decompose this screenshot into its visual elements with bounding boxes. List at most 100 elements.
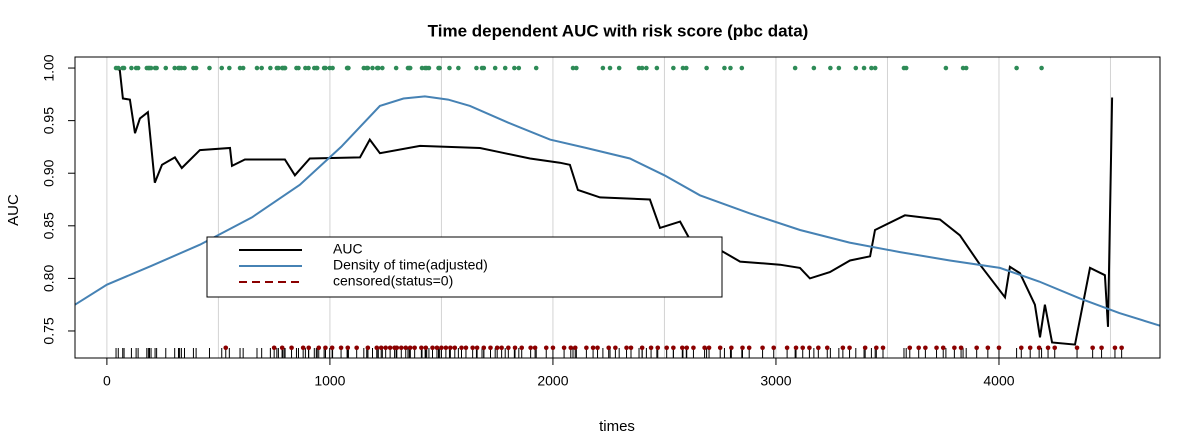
event-point [314,65,320,71]
event-point [268,65,273,71]
event-point [1039,65,1044,71]
censored-point [306,345,312,351]
event-point [644,65,649,71]
event-point [380,65,385,71]
censored-point [403,345,409,351]
event-point [135,65,141,71]
censored-point [488,345,493,351]
event-point [346,65,351,71]
event-point [728,65,733,71]
plot-frame [74,56,1161,359]
censored-point [671,345,676,351]
event-point [639,65,645,71]
censored-point [494,345,500,351]
event-point [502,65,508,71]
censored-point [528,345,533,351]
event-point [121,65,127,71]
event-point [437,65,442,71]
censored-point [1045,345,1051,351]
censored-point [448,345,453,351]
event-point [836,65,842,71]
event-point [512,65,517,71]
censored-point [1036,345,1042,351]
censored-point [706,345,712,351]
censored-point [499,345,504,351]
censored-point [512,345,518,351]
censored-point [648,345,654,351]
censored-point [840,345,846,351]
event-point [447,65,452,71]
censored-point [550,345,556,351]
censored-point [590,345,596,351]
legend-label: censored(status=0) [333,273,453,289]
event-point [426,65,432,71]
censored-point [452,345,458,351]
event-point [282,65,288,71]
line [114,67,1114,346]
event-point [481,65,487,71]
censored-point [606,345,611,351]
censored-point [572,345,578,351]
censored-point [940,345,946,351]
event-point [259,65,264,71]
censored-point [519,345,525,351]
event-point [671,65,676,71]
censored-point [655,345,661,351]
x-tick-label: 0 [103,373,111,389]
censored-point [800,345,806,351]
censored-point [1027,345,1033,351]
event-point [306,65,311,71]
x-axis-label: times [599,418,635,435]
event-point [903,65,909,71]
event-point [739,65,745,71]
event-point [276,65,281,71]
censored-point [880,345,886,351]
event-point [207,65,212,71]
censored-point [481,345,487,351]
censored-point [323,345,328,351]
censored-point [771,345,777,351]
event-point [616,65,622,71]
event-point [154,65,159,71]
censored-point [628,345,634,351]
censored-point [664,345,669,351]
censored-point [784,345,790,351]
event-point [722,65,727,71]
censored-point [279,345,285,351]
censored-point [684,345,690,351]
x-tick-label: 1000 [314,373,345,389]
censored-point [1119,345,1124,351]
x-tick-label: 2000 [537,373,568,389]
censored-point [398,345,404,351]
censored-point [543,345,549,351]
censored-point [907,345,913,351]
censored-point [958,345,964,351]
event-point [407,65,413,71]
censored-point [316,345,322,351]
censored-point [223,345,229,351]
event-point [853,65,859,71]
event-point [861,65,867,71]
event-point [516,65,522,71]
event-point [607,65,613,71]
censored-point [434,345,440,351]
event-point [370,65,375,71]
censored-point [916,345,921,351]
event-point [163,65,169,71]
event-point [684,65,689,71]
censored-point [847,345,852,351]
legend-label: Density of time(adjusted) [333,257,488,273]
censored-point [595,345,600,351]
line [74,95,1161,327]
censored-point [824,345,830,351]
event-point [148,65,154,71]
censored-point [740,345,745,351]
censored-point [1099,345,1104,351]
censored-point [1074,345,1080,351]
censored-point [300,345,306,351]
censored-point [729,345,734,351]
censored-point [1018,345,1024,351]
censored-point [996,345,1002,351]
event-point [219,65,225,71]
event-point [574,65,579,71]
